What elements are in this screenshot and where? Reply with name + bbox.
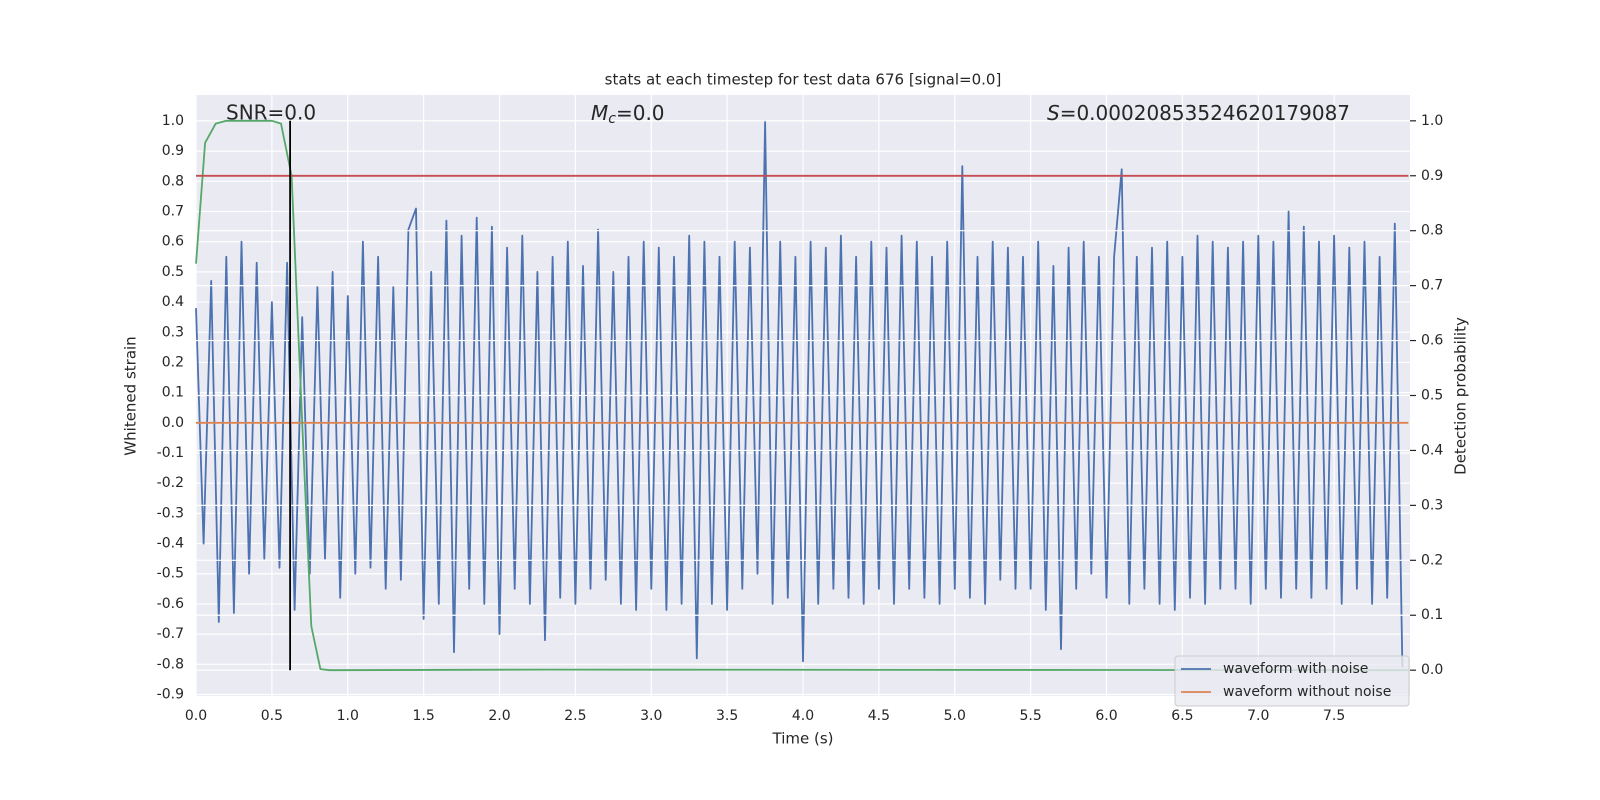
y2-tick-label: 0.0 (1421, 662, 1443, 678)
y-tick-label: 0.9 (162, 143, 184, 159)
x-tick-label: 1.5 (412, 708, 434, 724)
x-tick-label: 6.0 (1095, 708, 1117, 724)
x-tick-label: 1.0 (337, 708, 359, 724)
y-tick-label: -0.7 (157, 626, 184, 642)
y2-tick-label: 0.2 (1421, 552, 1443, 568)
x-tick-label: 0.5 (261, 708, 283, 724)
y-tick-label: -0.6 (157, 596, 184, 612)
y-tick-label: 0.3 (162, 324, 184, 340)
y2-tick-label: 0.4 (1421, 442, 1443, 458)
annotation: Mc=0.0 (591, 101, 665, 128)
x-axis-label: Time (s) (772, 730, 834, 748)
y2-tick-label: 1.0 (1421, 113, 1443, 129)
x-tick-label: 0.0 (185, 708, 207, 724)
y2-tick-label: 0.7 (1421, 278, 1443, 294)
x-tick-label: 6.5 (1171, 708, 1193, 724)
x-tick-label: 4.5 (868, 708, 890, 724)
y-tick-label: -0.3 (157, 505, 184, 521)
y-tick-label: -0.5 (157, 566, 184, 582)
y-tick-label: 0.6 (162, 234, 184, 250)
y-tick-label: -0.4 (157, 536, 184, 552)
y-tick-label: 0.4 (162, 294, 184, 310)
y-tick-label: -0.9 (157, 686, 184, 702)
annotation-subscript: c (608, 111, 616, 127)
y2-tick-label: 0.1 (1421, 607, 1443, 623)
y2-tick-label: 0.5 (1421, 388, 1443, 404)
annotation-symbol: S (1047, 101, 1060, 125)
y-tick-label: 0.2 (162, 354, 184, 370)
y2-tick-label: 0.9 (1421, 168, 1443, 184)
series-line (195, 120, 1404, 668)
layer (195, 119, 1410, 672)
y-tick-label: 1.0 (162, 113, 184, 129)
y-tick-label: 0.8 (162, 173, 184, 189)
x-tick-label: 3.0 (640, 708, 662, 724)
legend-label: waveform without noise (1223, 684, 1391, 700)
annotation: SNR=0.0 (226, 101, 316, 125)
annotation-text: =0.0 (616, 101, 665, 125)
series-line (195, 119, 1409, 672)
y-tick-label: 0.7 (162, 204, 184, 220)
y2-tick-label: 0.8 (1421, 223, 1443, 239)
legend-box (1174, 655, 1410, 707)
chart-title: stats at each timestep for test data 676… (605, 71, 1002, 89)
y-tick-label: 0.5 (162, 264, 184, 280)
y-tick-label: -0.8 (157, 656, 184, 672)
y2-tick-label: 0.6 (1421, 333, 1443, 349)
y2-tick-label: 0.3 (1421, 497, 1443, 513)
x-tick-label: 2.5 (564, 708, 586, 724)
x-tick-label: 7.0 (1247, 708, 1269, 724)
annotation-symbol: M (591, 101, 608, 125)
legend: waveform with noise waveform without nois… (1174, 655, 1410, 707)
y-tick-label: 0.1 (162, 385, 184, 401)
x-tick-label: 3.5 (716, 708, 738, 724)
x-tick-label: 2.0 (488, 708, 510, 724)
legend-label: waveform with noise (1223, 661, 1368, 677)
x-tick-label: 4.0 (792, 708, 814, 724)
y-tick-label: 0.0 (162, 415, 184, 431)
y2-axis-label: Detection probability (1452, 317, 1470, 475)
y-tick-label: -0.1 (157, 445, 184, 461)
annotation-text: =0.00020853524620179087 (1060, 101, 1350, 125)
y-tick-label: -0.2 (157, 475, 184, 491)
annotation: S=0.00020853524620179087 (1047, 101, 1350, 125)
x-tick-label: 5.0 (944, 708, 966, 724)
y-axis-label: Whitened strain (122, 336, 140, 455)
x-tick-label: 5.5 (1019, 708, 1041, 724)
x-tick-label: 7.5 (1323, 708, 1345, 724)
